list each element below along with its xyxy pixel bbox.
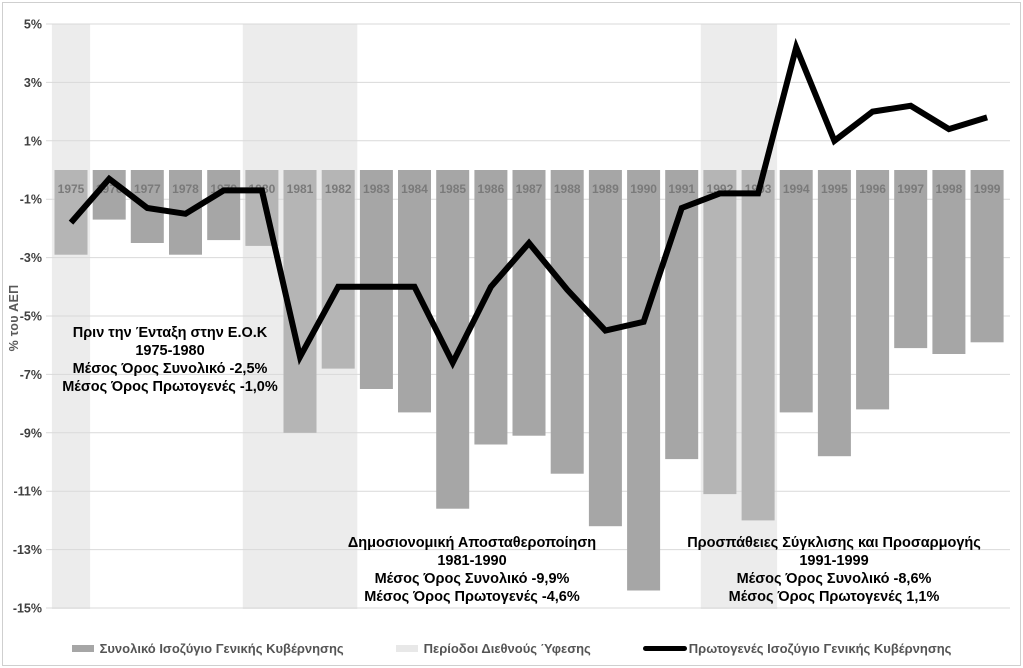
year-label: 1991: [668, 182, 695, 196]
year-label: 1995: [821, 182, 848, 196]
bar: [512, 170, 546, 436]
year-label: 1989: [592, 182, 619, 196]
annotation-line: 1981-1990: [437, 553, 507, 569]
year-label: 1996: [859, 182, 886, 196]
annotation-destabilization-period: Δημοσιονομική Αποσταθεροποίηση 1981-1990…: [322, 534, 622, 606]
bar: [856, 170, 890, 410]
annotation-convergence-period: Προσπάθειες Σύγκλισης και Προσαρμογής 19…: [674, 534, 994, 606]
bar: [741, 170, 775, 521]
y-tick-label: -9%: [20, 426, 42, 440]
bar: [817, 170, 851, 457]
year-label: 1978: [172, 182, 199, 196]
year-label: 1998: [936, 182, 963, 196]
year-label: 1983: [363, 182, 390, 196]
y-tick-label: -11%: [14, 485, 43, 499]
bar: [627, 170, 661, 591]
bar: [932, 170, 966, 354]
annotation-line: Μέσος Όρος Συνολικό -2,5%: [72, 361, 268, 377]
bar: [894, 170, 928, 349]
annotation-line: Μέσος Όρος Συνολικό -9,9%: [374, 571, 570, 587]
legend-item-recession-periods: Περίοδοι Διεθνούς Ύφεσης: [395, 640, 591, 656]
annotation-line: Μέσος Όρος Συνολικό -8,6%: [736, 571, 932, 587]
annotation-line: 1975-1980: [135, 343, 205, 359]
annotation-line: Προσπάθειες Σύγκλισης και Προσαρμογής: [687, 535, 981, 551]
y-tick-label: 3%: [24, 76, 42, 90]
primary-balance-line: [68, 37, 988, 370]
bar: [588, 170, 622, 527]
year-label: 1994: [783, 182, 810, 196]
bar: [207, 170, 241, 241]
year-label: 1987: [516, 182, 543, 196]
bar: [550, 170, 584, 474]
year-label: 1988: [554, 182, 581, 196]
y-tick-label: 5%: [24, 18, 42, 32]
y-tick-label: -7%: [20, 368, 42, 382]
annotation-pre-eec-period: Πριν την Ένταξη στην Ε.Ο.Κ 1975-1980 Μέσ…: [30, 324, 310, 396]
year-label: 1997: [897, 182, 924, 196]
bar: [321, 170, 355, 369]
year-label: 1990: [630, 182, 657, 196]
year-label: 1984: [401, 182, 428, 196]
y-tick-label: -1%: [20, 193, 42, 207]
bar: [703, 170, 737, 495]
bar: [359, 170, 393, 389]
band-swatch-icon: [395, 644, 418, 652]
annotation-line: Δημοσιονομική Αποσταθεροποίηση: [347, 535, 597, 551]
year-label: 1999: [974, 182, 1001, 196]
legend-item-primary-balance: Πρωτογενές Ισοζύγιο Γενικής Κυβέρνησης: [642, 640, 952, 656]
legend-label: Συνολικό Ισοζύγιο Γενικής Κυβέρνησης: [99, 640, 344, 656]
legend-item-total-balance: Συνολικό Ισοζύγιο Γενικής Κυβέρνησης: [71, 640, 344, 656]
bar: [665, 170, 699, 460]
annotation-line: Μέσος Όρος Πρωτογενές 1,1%: [728, 589, 940, 605]
annotation-line: Πριν την Ένταξη στην Ε.Ο.Κ: [72, 325, 268, 341]
bar: [970, 170, 1004, 343]
y-tick-label: 1%: [24, 134, 42, 148]
line-swatch-icon: [642, 645, 687, 651]
legend-label: Περίοδοι Διεθνούς Ύφεσης: [423, 640, 591, 656]
annotation-line: Μέσος Όρος Πρωτογενές -4,6%: [364, 589, 580, 605]
bar-swatch-icon: [71, 644, 94, 652]
bar: [779, 170, 813, 413]
chart-legend: Συνολικό Ισοζύγιο Γενικής Κυβέρνησης Περ…: [0, 636, 1023, 660]
y-tick-label: -15%: [13, 602, 42, 616]
annotation-line: Μέσος Όρος Πρωτογενές -1,0%: [62, 379, 278, 395]
year-label: 1985: [439, 182, 466, 196]
year-label: 1986: [478, 182, 505, 196]
year-label: 1982: [325, 182, 352, 196]
y-axis-title: % του ΑΕΠ: [7, 284, 21, 352]
y-tick-label: -3%: [20, 251, 42, 265]
y-tick-label: -13%: [13, 543, 42, 557]
year-label: 1975: [58, 182, 85, 196]
legend-label: Πρωτογενές Ισοζύγιο Γενικής Κυβέρνησης: [688, 640, 952, 656]
annotation-line: 1991-1999: [799, 553, 869, 569]
year-label: 1981: [287, 182, 314, 196]
year-label: 1977: [134, 182, 161, 196]
y-tick-label: -5%: [20, 310, 42, 324]
